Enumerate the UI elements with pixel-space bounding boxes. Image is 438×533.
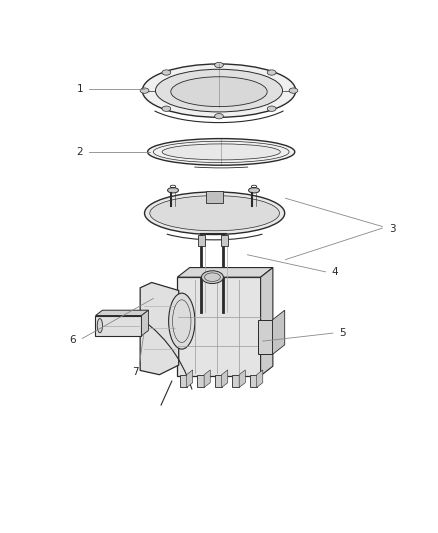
Ellipse shape (162, 106, 171, 111)
Text: 2: 2 (76, 147, 83, 157)
Polygon shape (257, 370, 263, 387)
Polygon shape (177, 277, 261, 376)
FancyBboxPatch shape (180, 375, 187, 387)
Ellipse shape (249, 188, 259, 193)
Ellipse shape (201, 271, 223, 284)
FancyBboxPatch shape (197, 375, 204, 387)
Text: 7: 7 (132, 367, 139, 377)
Ellipse shape (267, 106, 276, 111)
Polygon shape (204, 370, 210, 387)
Ellipse shape (140, 88, 149, 93)
Text: 1: 1 (76, 84, 83, 94)
Polygon shape (95, 310, 148, 316)
FancyBboxPatch shape (215, 375, 222, 387)
Polygon shape (239, 370, 245, 387)
Ellipse shape (162, 70, 171, 75)
FancyBboxPatch shape (232, 375, 239, 387)
Ellipse shape (145, 192, 285, 235)
Ellipse shape (97, 319, 102, 333)
Polygon shape (177, 268, 273, 277)
Ellipse shape (162, 144, 280, 160)
FancyBboxPatch shape (221, 235, 228, 246)
FancyBboxPatch shape (198, 235, 205, 246)
Polygon shape (222, 370, 228, 387)
Ellipse shape (142, 64, 296, 117)
FancyBboxPatch shape (250, 375, 257, 387)
Ellipse shape (215, 114, 223, 119)
Polygon shape (261, 268, 273, 376)
Ellipse shape (148, 139, 295, 165)
Polygon shape (140, 282, 179, 375)
Polygon shape (141, 310, 148, 336)
Polygon shape (187, 370, 193, 387)
Text: 3: 3 (389, 224, 396, 234)
FancyBboxPatch shape (206, 191, 223, 203)
FancyBboxPatch shape (95, 316, 141, 336)
Ellipse shape (169, 293, 195, 349)
Ellipse shape (215, 62, 223, 68)
Text: 5: 5 (339, 328, 346, 338)
Ellipse shape (267, 70, 276, 75)
Polygon shape (272, 310, 285, 354)
Text: 6: 6 (69, 335, 76, 345)
Ellipse shape (289, 88, 298, 93)
Text: 4: 4 (332, 267, 339, 277)
Ellipse shape (155, 69, 283, 112)
Ellipse shape (150, 196, 279, 231)
FancyBboxPatch shape (258, 320, 272, 354)
Ellipse shape (168, 188, 179, 193)
Ellipse shape (171, 77, 267, 107)
